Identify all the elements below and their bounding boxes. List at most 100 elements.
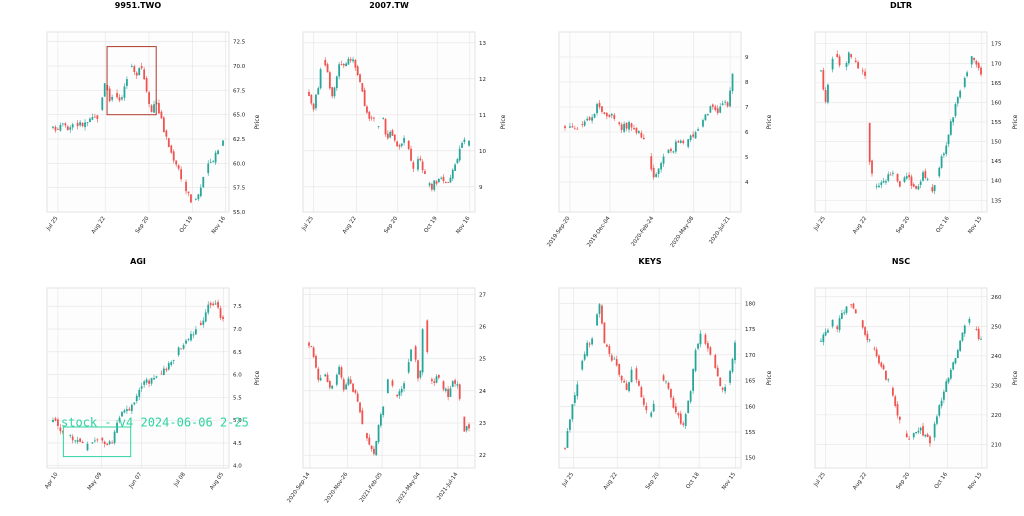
candle-body xyxy=(349,379,352,384)
candle-body xyxy=(827,84,829,103)
candle-body xyxy=(820,340,822,342)
candle-body xyxy=(449,388,452,397)
candle-body xyxy=(952,362,955,370)
y-tick-label: 170 xyxy=(991,61,1002,67)
x-tick-label: Aug 22 xyxy=(91,216,107,235)
candle-body xyxy=(177,347,180,356)
y-tick-label: 7 xyxy=(745,105,749,111)
candle-body xyxy=(875,349,878,357)
candle-body xyxy=(706,114,709,116)
y-tick-label: 240 xyxy=(991,354,1002,360)
candle-body xyxy=(836,54,839,57)
candle-body xyxy=(437,178,440,183)
candle-body xyxy=(400,388,403,393)
candle-body xyxy=(172,151,175,161)
candle-body xyxy=(672,151,675,153)
candle-body xyxy=(454,380,456,384)
candle-body xyxy=(312,347,315,357)
candle-body xyxy=(954,104,957,116)
candle-body xyxy=(854,309,857,314)
candle-body xyxy=(630,369,633,383)
candle-body xyxy=(618,364,621,375)
candle-body xyxy=(449,177,452,183)
candle-body xyxy=(968,319,971,323)
candle-body xyxy=(407,140,410,149)
candle-body xyxy=(662,375,665,381)
candle-body xyxy=(880,362,883,367)
candle-body xyxy=(975,329,978,330)
candle-body xyxy=(596,103,598,114)
chart-panel-6: 22 23 24 25 26 27 2020-Sep-14 2020-Nov-26 2021-F… xyxy=(286,287,486,505)
candle-body xyxy=(101,97,104,110)
candle-body xyxy=(864,327,866,335)
candle-body xyxy=(620,124,623,130)
plot-area xyxy=(814,287,988,469)
candle-body xyxy=(185,340,187,344)
candle-body xyxy=(601,305,603,324)
candle-body xyxy=(116,422,118,433)
candle-body xyxy=(571,126,574,128)
candle-body xyxy=(633,128,635,130)
candle-body xyxy=(377,425,380,443)
candle-body xyxy=(74,440,77,442)
candle-body xyxy=(628,122,630,130)
candle-body xyxy=(412,162,415,169)
candle-body xyxy=(931,187,934,192)
candle-body xyxy=(354,390,357,393)
candle-body xyxy=(79,122,82,126)
candle-body xyxy=(652,403,655,412)
candle-body xyxy=(103,441,106,445)
candle-body xyxy=(721,387,724,390)
y-tick-label: 175 xyxy=(745,327,756,333)
candle-body xyxy=(352,383,354,392)
candle-body xyxy=(130,65,133,67)
candle-body xyxy=(153,377,155,380)
y-tick-label: 250 xyxy=(991,324,1002,330)
candle-body xyxy=(908,175,911,178)
candle-body xyxy=(905,176,908,179)
y-tick-label: 60.0 xyxy=(233,161,246,167)
candle-body xyxy=(650,156,653,170)
y-axis-label: Price xyxy=(1012,114,1019,129)
candle-body xyxy=(444,388,447,391)
candle-body xyxy=(91,442,94,444)
candle-body xyxy=(393,134,396,141)
candle-body xyxy=(912,184,915,187)
candle-body xyxy=(86,122,89,123)
candle-body xyxy=(596,314,598,326)
candle-body xyxy=(64,123,67,126)
candle-body xyxy=(354,59,357,68)
candle-body xyxy=(435,376,438,383)
y-tick-label: 55.0 xyxy=(233,210,246,216)
candle-body xyxy=(956,97,959,104)
candle-body xyxy=(623,380,626,383)
candle-body xyxy=(468,140,470,146)
candle-body xyxy=(328,381,331,388)
y-tick-label: 23 xyxy=(479,421,486,427)
y-tick-label: 12 xyxy=(479,77,486,83)
candle-body xyxy=(926,178,929,180)
candle-body xyxy=(182,345,185,349)
candle-body xyxy=(868,339,871,341)
candle-body xyxy=(212,303,215,306)
x-tick-label: Aug 22 xyxy=(852,472,868,491)
candle-body xyxy=(148,92,150,105)
y-axis-label: Price xyxy=(766,114,773,129)
candle-body xyxy=(963,77,966,87)
candle-body xyxy=(165,368,168,371)
x-tick-label: Sep 20 xyxy=(135,215,151,235)
y-tick-label: 57.5 xyxy=(233,186,246,192)
candle-body xyxy=(674,406,677,413)
candle-body xyxy=(170,145,173,153)
candle-body xyxy=(959,340,962,351)
y-tick-label: 9 xyxy=(745,55,749,61)
candle-body xyxy=(222,316,224,320)
candle-body xyxy=(81,122,84,127)
candle-body xyxy=(734,342,736,361)
candle-body xyxy=(331,87,334,97)
candle-body xyxy=(847,52,850,64)
candle-body xyxy=(940,156,943,168)
candle-body xyxy=(714,106,717,111)
candle-body xyxy=(386,133,389,139)
y-axis-label: Price xyxy=(500,114,507,129)
